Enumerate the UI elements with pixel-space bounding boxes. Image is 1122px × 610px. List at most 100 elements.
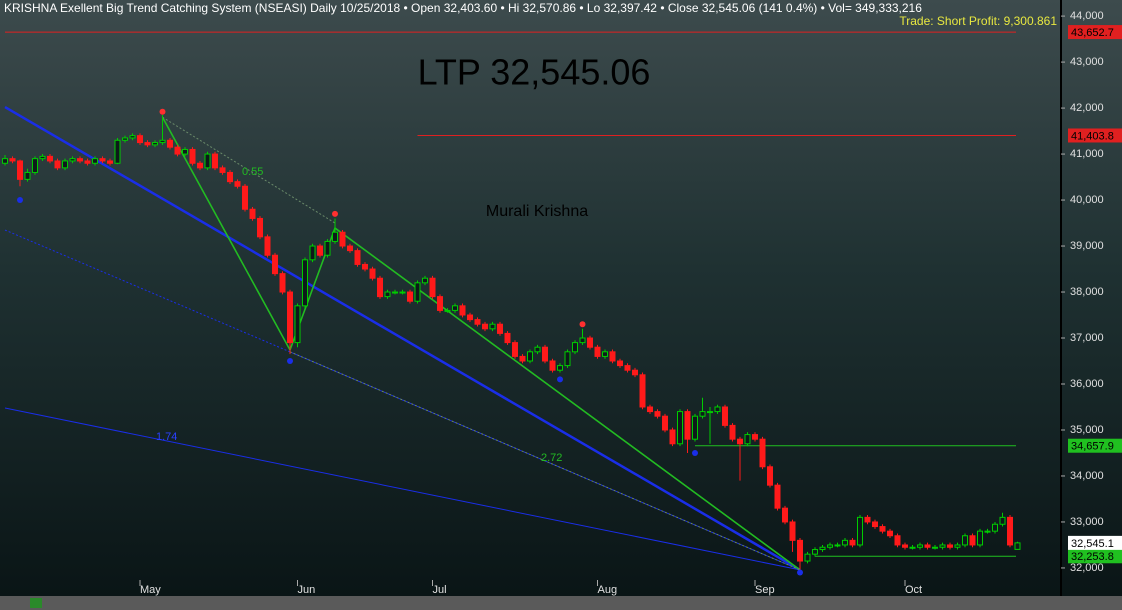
candle-body <box>84 160 91 164</box>
candle-body <box>654 411 661 417</box>
y-tick-label: 42,000 <box>1070 102 1104 114</box>
candle-body <box>992 523 998 532</box>
candle-body <box>467 314 473 321</box>
candle-body <box>54 160 61 169</box>
candle-body <box>692 415 698 440</box>
candle-body <box>677 411 683 445</box>
candle-body <box>92 158 98 164</box>
candle-body <box>17 160 23 180</box>
candle-body <box>227 171 233 183</box>
candle-body <box>144 142 151 146</box>
trendline <box>289 351 801 571</box>
candle-body <box>242 185 248 210</box>
candle-body <box>429 277 436 298</box>
candle-body <box>272 254 278 275</box>
candle-body <box>302 259 308 307</box>
candle-body <box>587 337 593 348</box>
y-tick-label: 40,000 <box>1070 194 1104 206</box>
candle-body <box>212 153 218 169</box>
y-tick-label: 38,000 <box>1070 286 1104 298</box>
plot-background <box>0 0 1122 596</box>
y-tick-label: 37,000 <box>1070 332 1104 344</box>
candle-body <box>999 516 1006 525</box>
candle-body <box>564 351 571 367</box>
candle-body <box>414 282 421 302</box>
scrollbar-thumb[interactable] <box>30 598 42 608</box>
trendline <box>161 116 801 571</box>
candle-body <box>392 291 398 294</box>
y-tick-label: 34,000 <box>1070 470 1104 482</box>
x-tick-label: Sep <box>755 584 775 596</box>
level-label: 41,403.8 <box>1071 130 1114 142</box>
candle-body <box>234 181 241 187</box>
y-tick-label: 41,000 <box>1070 148 1104 160</box>
candle-body <box>872 521 878 528</box>
candle-body <box>332 231 338 242</box>
candle-body <box>977 530 983 546</box>
candle-body <box>354 250 361 265</box>
candle-body <box>924 544 931 548</box>
candle-body <box>902 544 908 548</box>
candle-body <box>557 365 563 371</box>
candle-body <box>707 411 713 414</box>
candle-body <box>189 148 196 164</box>
candle-body <box>24 171 31 180</box>
candle-body <box>729 424 736 440</box>
candle-body <box>804 553 811 562</box>
candle-body <box>932 546 938 549</box>
signal-marker <box>797 569 803 576</box>
candle-body <box>294 305 301 344</box>
candle-body <box>219 167 226 173</box>
signal-marker <box>579 321 586 328</box>
candle-body <box>549 360 556 371</box>
candle-body <box>339 231 346 247</box>
candle-body <box>849 539 856 546</box>
signal-marker <box>692 449 698 456</box>
candle-body <box>744 434 751 445</box>
candle-body <box>399 291 406 294</box>
signal-marker <box>17 197 23 204</box>
candle-body <box>527 351 533 362</box>
candle-body <box>122 137 128 141</box>
candle-body <box>819 546 826 551</box>
candle-body <box>797 539 803 562</box>
price-tag-label: 32,545.1 <box>1071 538 1114 550</box>
candle-body <box>534 346 541 353</box>
candle-body <box>504 332 511 344</box>
candle-body <box>542 346 548 362</box>
y-tick-label: 43,000 <box>1070 56 1104 68</box>
candle-body <box>47 155 53 162</box>
candle-body <box>984 530 991 533</box>
candle-body <box>647 406 653 413</box>
scrollbar[interactable] <box>0 596 1122 610</box>
candle-body <box>827 544 833 548</box>
signal-marker <box>287 358 293 365</box>
candle-body <box>662 415 668 431</box>
trendline <box>4 105 801 572</box>
annotation: 1.74 <box>156 431 177 443</box>
signal-marker <box>159 108 166 115</box>
y-tick-label: 32,000 <box>1070 562 1104 574</box>
candle-body <box>617 360 623 367</box>
candle-body <box>969 535 976 546</box>
candle-body <box>887 530 893 537</box>
candle-body <box>722 406 728 426</box>
candle-body <box>737 438 743 445</box>
candle-body <box>489 323 496 330</box>
price-tag <box>1068 535 1122 550</box>
candle-body <box>197 162 203 169</box>
candle-body <box>182 148 188 155</box>
candle-body <box>954 544 961 548</box>
candle-body <box>39 155 46 160</box>
candle-body <box>159 139 166 144</box>
level-tag <box>1068 549 1122 564</box>
candle-body <box>879 526 886 532</box>
candle-body <box>602 351 608 357</box>
candle-body <box>864 516 871 523</box>
candle-body <box>894 535 901 546</box>
candle-body <box>204 153 211 169</box>
candle-body <box>774 484 781 509</box>
level-label: 43,652.7 <box>1071 27 1114 39</box>
signal-marker <box>557 376 563 383</box>
candle-body <box>669 429 676 445</box>
